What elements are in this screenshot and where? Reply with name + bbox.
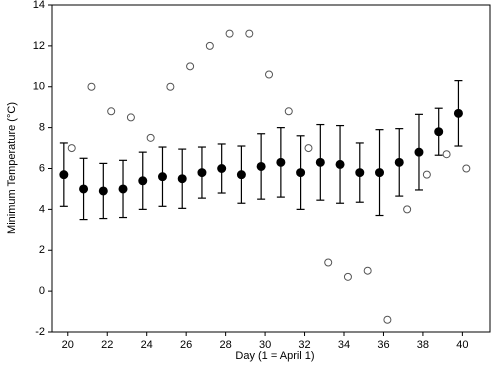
mean-point <box>296 168 306 178</box>
y-tick-label: 14 <box>33 0 45 11</box>
observed-point <box>107 107 116 116</box>
observed-point <box>442 150 451 159</box>
observed-point <box>363 266 372 275</box>
x-tick-label: 30 <box>259 339 271 351</box>
y-tick-label: 4 <box>39 203 45 215</box>
mean-point <box>59 170 69 180</box>
mean-point <box>453 108 463 118</box>
mean-point <box>217 164 227 173</box>
observed-point <box>225 29 234 38</box>
observed-point <box>265 70 274 79</box>
observed-point <box>462 164 471 173</box>
y-tick-label: -2 <box>35 326 45 338</box>
observed-point <box>166 82 175 91</box>
y-tick-label: 0 <box>39 285 45 297</box>
y-tick-label: 6 <box>39 162 45 174</box>
mean-point <box>335 159 345 169</box>
mean-point <box>355 168 365 178</box>
observed-point <box>205 41 214 50</box>
mean-point <box>276 157 286 167</box>
observed-point <box>304 144 313 153</box>
y-axis-label: Minimum Temperature (°C) <box>6 102 18 234</box>
plot-frame <box>51 4 491 333</box>
x-tick-label: 28 <box>219 339 231 351</box>
mean-point <box>434 127 444 137</box>
observed-point <box>146 133 155 142</box>
mean-point <box>79 184 89 194</box>
mean-point <box>375 168 385 178</box>
x-tick-label: 20 <box>62 339 74 351</box>
mean-point <box>138 176 148 186</box>
y-tick-label: 8 <box>39 122 45 134</box>
mean-point <box>256 161 266 171</box>
y-tick-label: 10 <box>33 81 45 93</box>
mean-point <box>315 157 325 167</box>
observed-point <box>343 272 352 281</box>
x-tick-label: 36 <box>377 339 389 351</box>
mean-point <box>98 186 108 196</box>
x-tick-label: 26 <box>180 339 192 351</box>
mean-point <box>236 170 246 180</box>
mean-point <box>118 184 128 194</box>
observed-point <box>126 113 135 122</box>
observed-point <box>403 205 412 214</box>
observed-point <box>324 258 333 267</box>
observed-point <box>284 107 293 116</box>
x-tick-label: 22 <box>101 339 113 351</box>
observed-point <box>383 315 392 324</box>
mean-point <box>197 168 207 178</box>
x-tick-label: 38 <box>417 339 429 351</box>
observed-point <box>87 82 96 91</box>
mean-point <box>394 157 404 167</box>
observed-point <box>186 62 195 71</box>
x-axis-label: Day (1 = April 1) <box>235 350 314 362</box>
x-tick-label: 40 <box>456 339 468 351</box>
observed-point <box>67 144 76 153</box>
x-tick-label: 34 <box>338 339 350 351</box>
mean-point <box>414 147 424 157</box>
mean-point <box>177 174 187 184</box>
y-tick-label: 2 <box>39 244 45 256</box>
y-tick-label: 12 <box>33 40 45 52</box>
mean-point <box>157 172 167 182</box>
observed-point <box>245 29 254 38</box>
x-tick-label: 32 <box>298 339 310 351</box>
observed-point <box>422 170 431 179</box>
x-tick-label: 24 <box>141 339 153 351</box>
